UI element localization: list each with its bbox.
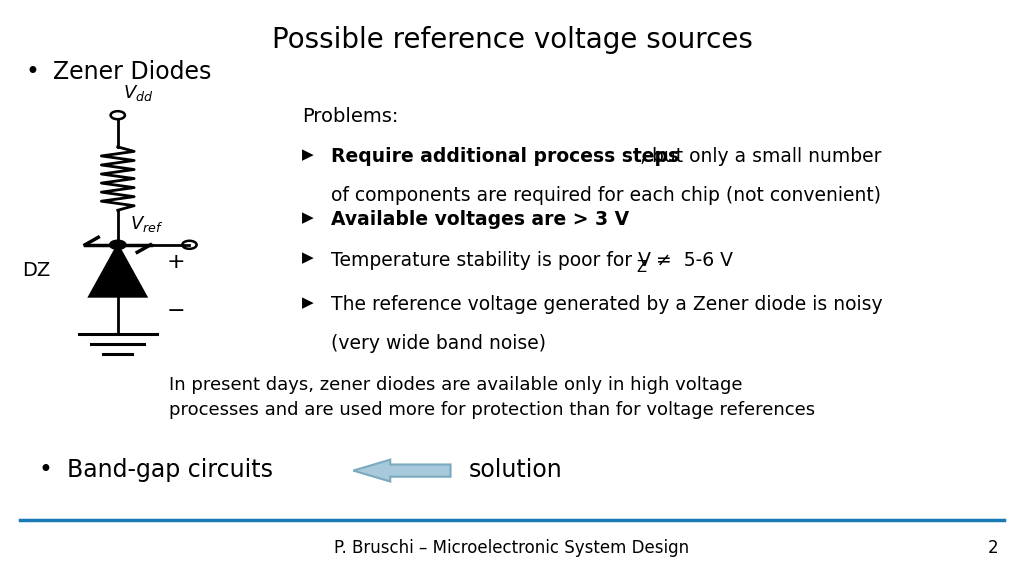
Text: P. Bruschi – Microelectronic System Design: P. Bruschi – Microelectronic System Desi…	[335, 539, 689, 556]
Text: (very wide band noise): (very wide band noise)	[331, 334, 546, 353]
Text: Require additional process steps: Require additional process steps	[331, 147, 679, 166]
Polygon shape	[353, 460, 451, 482]
Text: Zener Diodes: Zener Diodes	[53, 60, 212, 85]
Text: ▶: ▶	[302, 210, 313, 225]
Text: Temperature stability is poor for V: Temperature stability is poor for V	[331, 251, 651, 270]
Text: Available voltages are > 3 V: Available voltages are > 3 V	[331, 210, 629, 229]
Text: ▶: ▶	[302, 295, 313, 310]
Text: $V_{dd}$: $V_{dd}$	[123, 82, 154, 103]
Text: of components are required for each chip (not convenient): of components are required for each chip…	[331, 186, 881, 205]
Text: , but only a small number: , but only a small number	[640, 147, 882, 166]
Text: In present days, zener diodes are available only in high voltage
processes and a: In present days, zener diodes are availa…	[169, 376, 815, 419]
Text: ≠  5-6 V: ≠ 5-6 V	[650, 251, 733, 270]
Text: Z: Z	[636, 260, 646, 275]
Polygon shape	[89, 245, 146, 297]
Text: DZ: DZ	[23, 262, 51, 280]
Text: Possible reference voltage sources: Possible reference voltage sources	[271, 26, 753, 54]
Text: +: +	[167, 252, 185, 272]
Text: Problems:: Problems:	[302, 107, 398, 126]
Text: The reference voltage generated by a Zener diode is noisy: The reference voltage generated by a Zen…	[331, 295, 883, 314]
Text: Band-gap circuits: Band-gap circuits	[67, 458, 272, 482]
Text: solution: solution	[469, 458, 563, 482]
Text: •: •	[39, 458, 53, 482]
Circle shape	[110, 240, 126, 249]
Text: ▶: ▶	[302, 147, 313, 162]
Text: ▶: ▶	[302, 251, 313, 266]
Text: $V_{ref}$: $V_{ref}$	[130, 214, 163, 234]
Text: 2: 2	[988, 539, 998, 556]
Text: •: •	[26, 60, 40, 85]
Text: −: −	[167, 301, 185, 321]
